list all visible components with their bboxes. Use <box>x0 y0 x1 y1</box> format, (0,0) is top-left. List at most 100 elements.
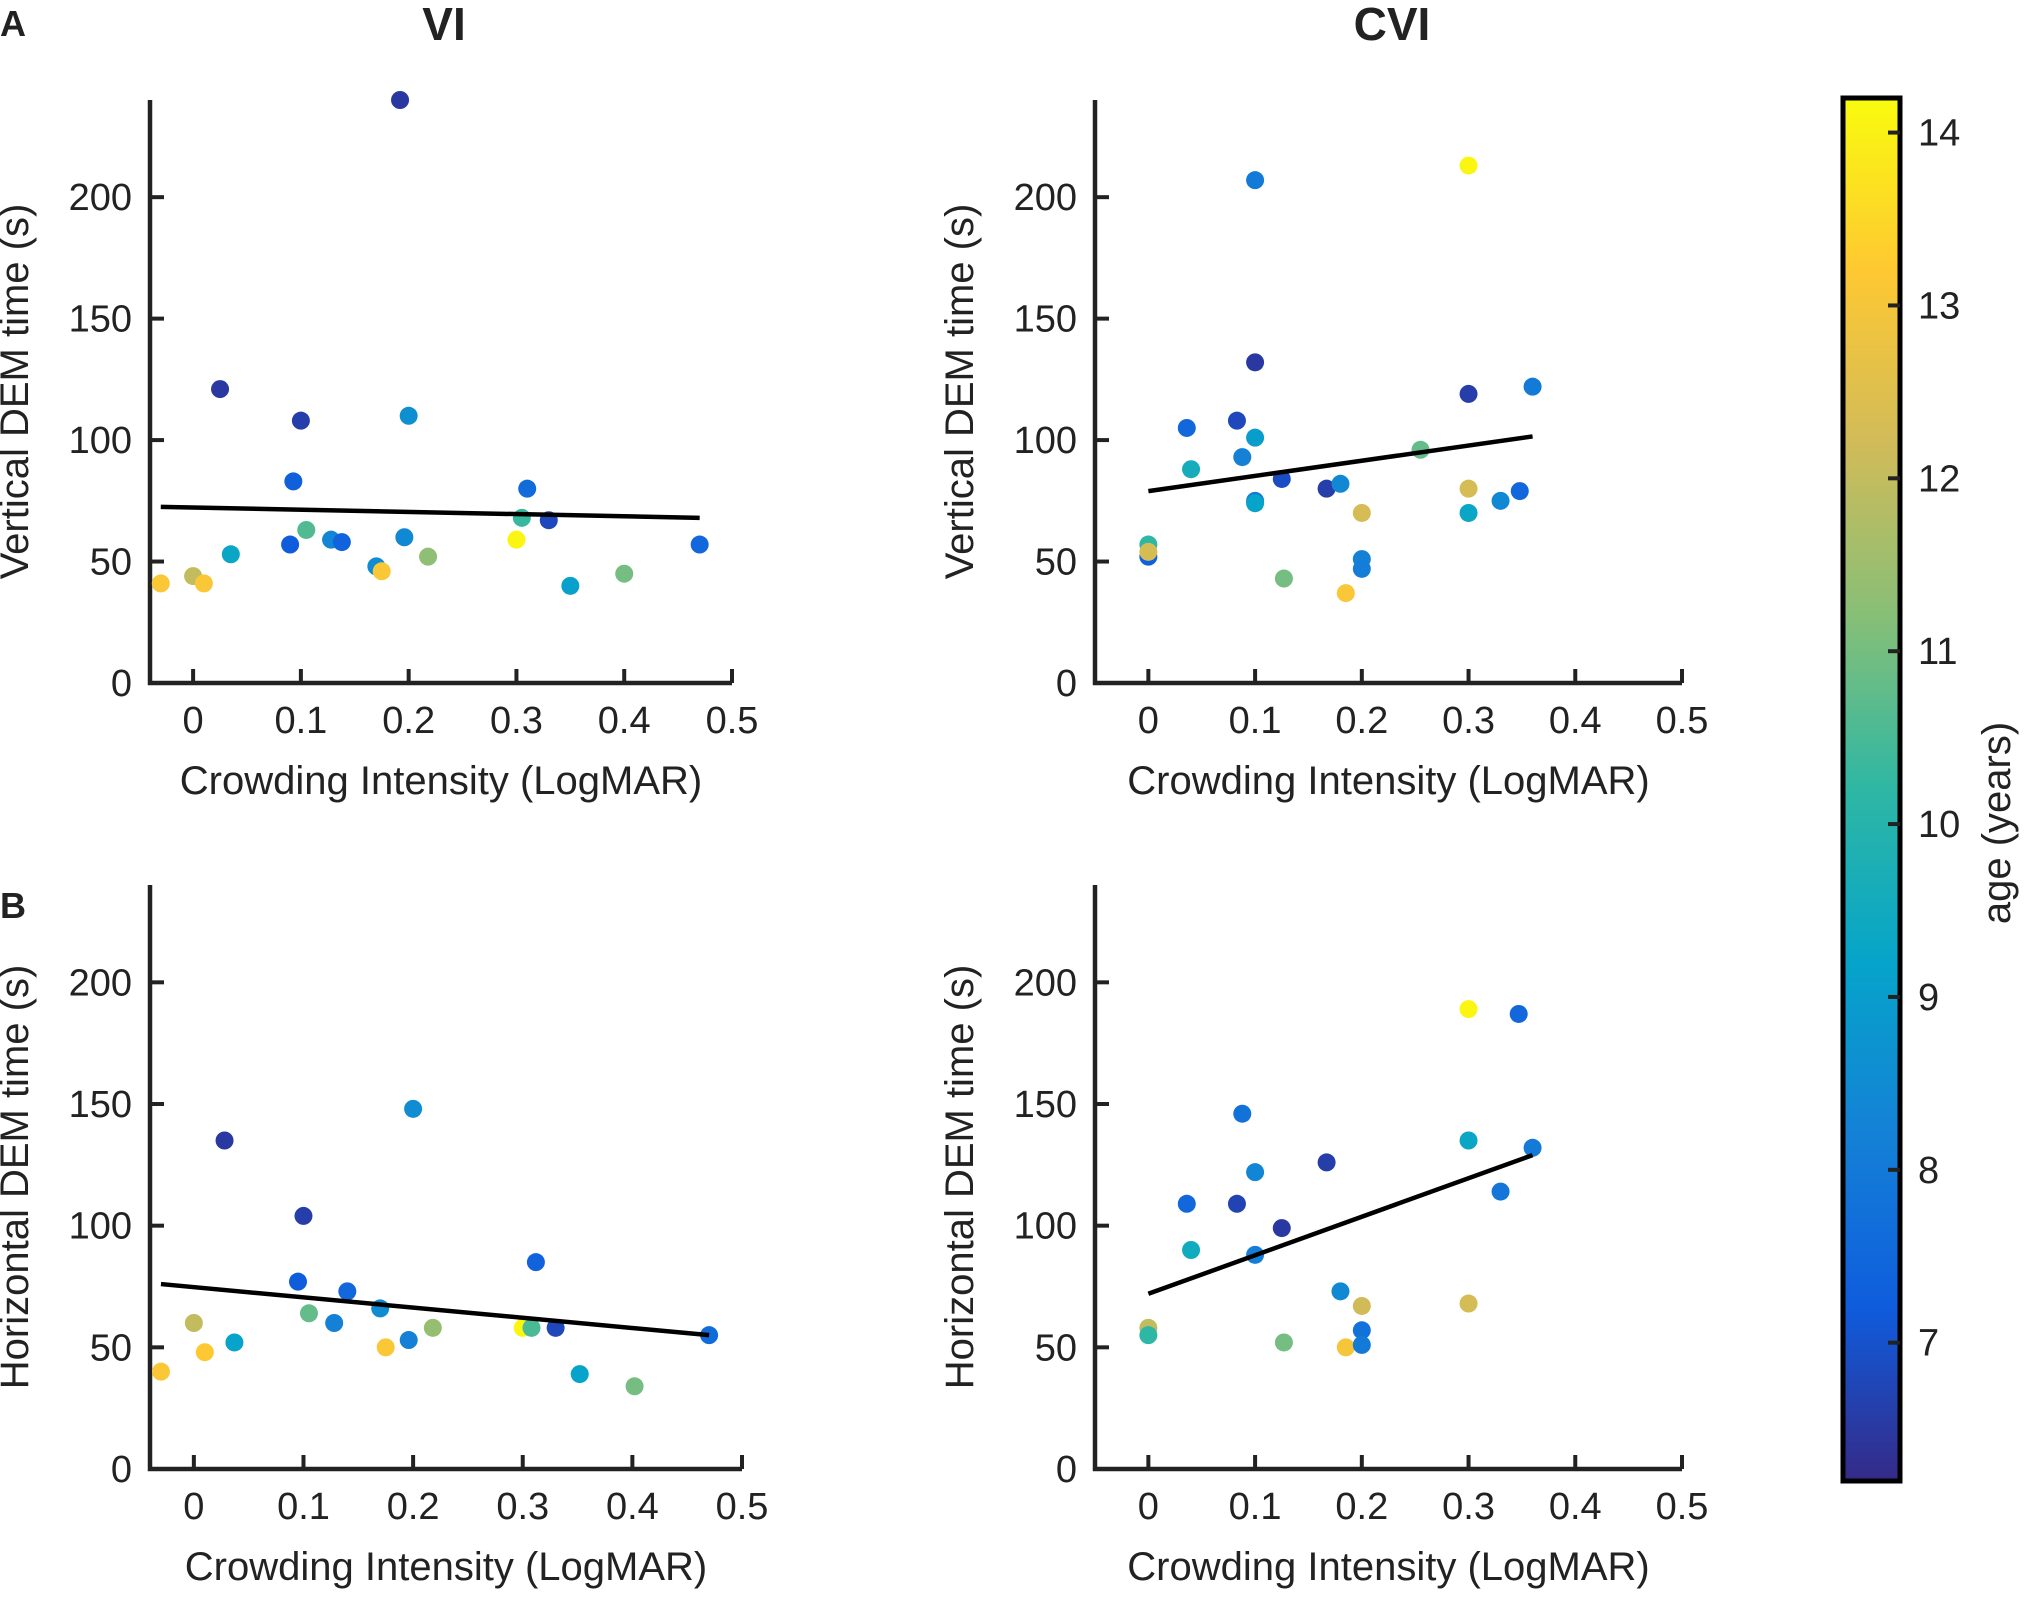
x-axis-title: Crowding Intensity (LogMAR) <box>1127 759 1649 803</box>
x-tick-label: 0.1 <box>277 1486 330 1528</box>
panel-letter-b: B <box>0 885 26 926</box>
colorbar-frame <box>1840 95 1903 1484</box>
data-point <box>1352 1321 1371 1340</box>
data-point <box>1246 171 1265 190</box>
y-tick-label: 200 <box>1014 177 1077 219</box>
colorbar-tick-label: 14 <box>1918 113 1960 155</box>
y-tick-label: 150 <box>69 1084 132 1126</box>
data-point <box>1352 1335 1371 1354</box>
data-point <box>1317 1153 1336 1172</box>
y-tick-label: 150 <box>1014 299 1077 341</box>
y-tick-label: 200 <box>1014 962 1077 1004</box>
y-tick-label: 100 <box>69 420 132 462</box>
data-point <box>1331 1282 1350 1301</box>
data-point <box>507 530 526 549</box>
fit-line <box>1147 1152 1534 1296</box>
data-point <box>423 1318 442 1337</box>
data-point <box>1336 584 1355 603</box>
data-point <box>1233 1104 1252 1123</box>
data-point <box>221 545 240 564</box>
data-point <box>297 520 316 539</box>
data-point <box>151 1362 170 1381</box>
y-tick-label: 50 <box>1035 542 1077 584</box>
data-point <box>690 535 709 554</box>
data-point <box>1509 1004 1528 1023</box>
data-point <box>225 1333 244 1352</box>
x-tick-label: 0.4 <box>1549 700 1602 742</box>
y-tick-label: 0 <box>1056 663 1077 705</box>
data-point <box>1352 1296 1371 1315</box>
data-point <box>281 535 300 554</box>
colorbar-tick-label: 11 <box>1918 631 1957 673</box>
data-point <box>1459 1000 1478 1019</box>
y-tick-label: 0 <box>111 663 132 705</box>
colorbar-tick-label: 8 <box>1918 1150 1939 1192</box>
colorbar-tick-label: 12 <box>1918 458 1960 500</box>
x-tick-label: 0.1 <box>1229 700 1282 742</box>
x-tick-label: 0.1 <box>1229 1486 1282 1528</box>
x-tick-label: 0 <box>183 1486 204 1528</box>
colorbar-tick-label: 13 <box>1918 285 1960 327</box>
data-point <box>1272 1219 1291 1238</box>
x-tick-label: 0.5 <box>706 700 759 742</box>
x-tick-label: 0.5 <box>1656 1486 1709 1528</box>
colorbar-gradient <box>1843 98 1900 1481</box>
x-tick-label: 0.5 <box>716 1486 769 1528</box>
data-point <box>395 528 414 547</box>
data-point <box>1352 559 1371 578</box>
data-point <box>1227 411 1246 430</box>
data-point <box>1491 1182 1510 1201</box>
x-tick-label: 0.2 <box>1335 700 1388 742</box>
x-axis-title: Crowding Intensity (LogMAR) <box>180 759 702 803</box>
data-point <box>1459 503 1478 522</box>
data-point <box>215 1131 234 1150</box>
data-point <box>1177 1194 1196 1213</box>
y-tick-label: 0 <box>111 1449 132 1491</box>
y-axis-title: Vertical DEM time (s) <box>938 204 982 580</box>
axes-frame <box>1092 100 1682 686</box>
data-point <box>512 508 531 527</box>
panel-b-cvi: 0 0.1 0.2 0.3 0.4 0.5 0 50 100 150 200 Crowding Int… <box>938 885 1708 1589</box>
data-point <box>1510 482 1529 501</box>
data-point <box>1139 1326 1158 1345</box>
fit-line <box>160 504 700 521</box>
data-point <box>625 1377 644 1396</box>
data-point <box>1227 1194 1246 1213</box>
colorbar-tick-label: 9 <box>1918 977 1939 1019</box>
data-point <box>404 1099 423 1118</box>
data-point <box>1317 479 1336 498</box>
data-point <box>1274 1333 1293 1352</box>
x-tick-label: 0.1 <box>274 700 327 742</box>
data-point <box>391 91 410 109</box>
data-point <box>1246 428 1265 447</box>
x-tick-label: 0.4 <box>606 1486 659 1528</box>
column-title-vi: VI <box>422 0 465 50</box>
data-point <box>1246 1163 1265 1182</box>
data-point <box>372 562 391 581</box>
data-point <box>289 1272 307 1291</box>
data-point <box>299 1304 318 1323</box>
data-point <box>399 1331 418 1350</box>
y-tick-label: 150 <box>1014 1084 1077 1126</box>
data-point <box>419 547 438 566</box>
y-axis-title: Horizontal DEM time (s) <box>0 965 37 1390</box>
data-point <box>151 574 170 593</box>
data-point <box>1177 418 1196 437</box>
panel-letter-a: A <box>0 3 26 44</box>
x-tick-label: 0 <box>1138 700 1159 742</box>
y-tick-label: 50 <box>90 542 132 584</box>
x-tick-label: 0.3 <box>490 700 543 742</box>
colorbar-label: age (years) <box>1975 722 2019 924</box>
colorbar-tick-label: 7 <box>1918 1323 1939 1365</box>
data-point <box>325 1314 344 1332</box>
data-point <box>376 1338 395 1357</box>
fit-line <box>1148 434 1533 494</box>
data-point <box>184 1314 203 1332</box>
y-axis-title: Vertical DEM time (s) <box>0 204 37 580</box>
x-tick-label: 0.2 <box>387 1486 440 1528</box>
data-point <box>1459 384 1478 403</box>
data-point <box>615 564 634 583</box>
data-point <box>1182 1241 1201 1259</box>
data-point <box>338 1282 357 1301</box>
y-tick-label: 50 <box>90 1327 132 1369</box>
